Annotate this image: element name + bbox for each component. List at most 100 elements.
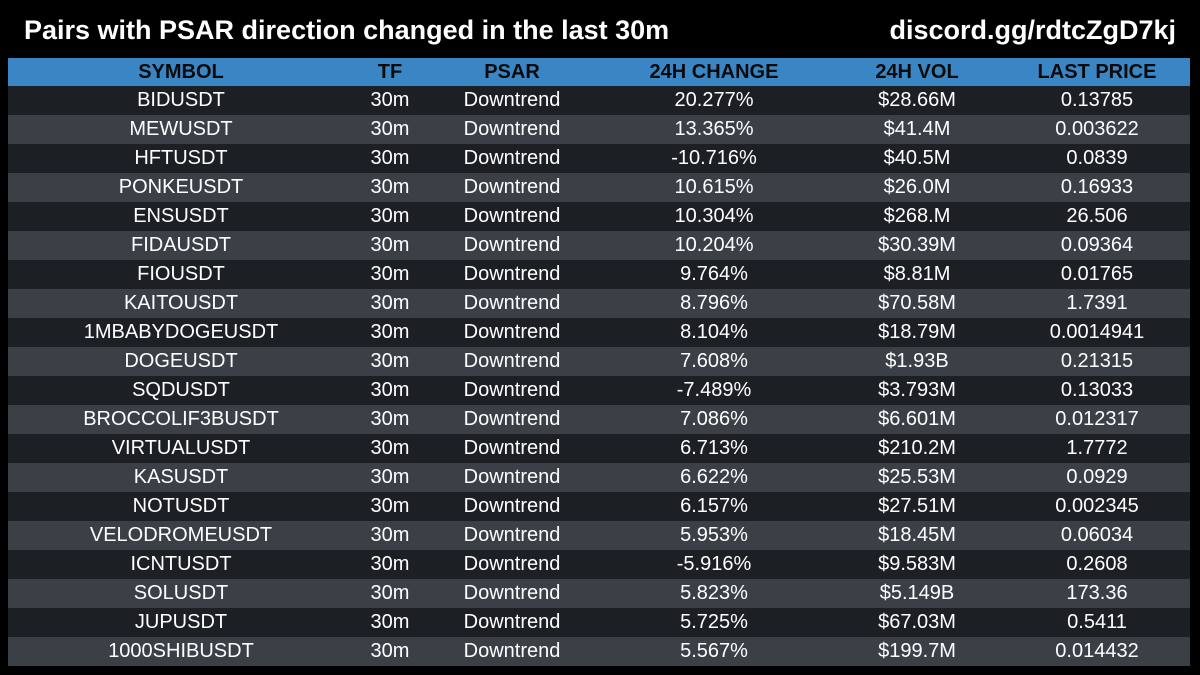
psar-cell: Downtrend (463, 611, 561, 633)
price-cell: 0.0929 (1066, 466, 1128, 488)
volume-cell: $6.601M (878, 408, 956, 430)
volume-cell: $30.39M (878, 234, 956, 256)
change-cell: 20.277% (674, 89, 754, 111)
symbol-cell: MEWUSDT (129, 118, 233, 140)
symbol-cell: HFTUSDT (134, 147, 228, 169)
tf-cell: 30m (370, 437, 410, 459)
column-header-24h-change[interactable]: 24H CHANGE (649, 61, 779, 83)
change-cell: 10.304% (674, 205, 754, 227)
volume-cell: $26.0M (883, 176, 951, 198)
volume-cell: $70.58M (878, 292, 956, 314)
symbol-cell: 1MBABYDOGEUSDT (83, 321, 279, 343)
header-bar: Pairs with PSAR direction changed in the… (0, 0, 1200, 58)
symbol-cell: ENSUSDT (133, 205, 229, 227)
table-row[interactable]: KAITOUSDT 30m Downtrend 8.796% $70.58M 1.7391 (8, 289, 1190, 318)
volume-cell: $41.4M (883, 118, 951, 140)
symbol-cell: FIOUSDT (137, 263, 225, 285)
table-row[interactable]: VIRTUALUSDT 30m Downtrend 6.713% $210.2M 1.77… (8, 434, 1190, 463)
volume-cell: $25.53M (878, 466, 956, 488)
table-row[interactable]: ICNTUSDT 30m Downtrend -5.916% $9.583M 0.2608 (8, 550, 1190, 579)
price-cell: 0.16933 (1060, 176, 1134, 198)
volume-cell: $67.03M (878, 611, 956, 633)
table-row[interactable]: 1MBABYDOGEUSDT 30m Downtrend 8.104% $18.79M 0… (8, 318, 1190, 347)
column-header-psar[interactable]: PSAR (484, 61, 540, 83)
column-header-tf[interactable]: TF (377, 61, 403, 83)
volume-cell: $18.45M (878, 524, 956, 546)
change-cell: 6.713% (680, 437, 748, 459)
volume-cell: $8.81M (883, 263, 951, 285)
symbol-cell: JUPUSDT (134, 611, 228, 633)
table-row[interactable]: PONKEUSDT 30m Downtrend 10.615% $26.0M 0.1693… (8, 173, 1190, 202)
symbol-cell: SOLUSDT (133, 582, 229, 604)
price-cell: 0.5411 (1067, 611, 1127, 633)
price-cell: 0.13033 (1060, 379, 1134, 401)
table-row[interactable]: SQDUSDT 30m Downtrend -7.489% $3.793M 0.13033 (8, 376, 1190, 405)
tf-cell: 30m (370, 321, 410, 343)
column-header-symbol[interactable]: SYMBOL (138, 61, 224, 83)
price-cell: 0.003622 (1055, 118, 1139, 140)
price-cell: 26.506 (1066, 205, 1128, 227)
table-row[interactable]: ENSUSDT 30m Downtrend 10.304% $268.M 26.506 (8, 202, 1190, 231)
tf-cell: 30m (370, 466, 410, 488)
change-cell: 5.725% (680, 611, 748, 633)
change-cell: 9.764% (680, 263, 748, 285)
column-header-last-price[interactable]: LAST PRICE (1037, 61, 1157, 83)
table-row[interactable]: MEWUSDT 30m Downtrend 13.365% $41.4M 0.003622 (8, 115, 1190, 144)
price-cell: 0.09364 (1060, 234, 1134, 256)
price-cell: 0.014432 (1055, 640, 1139, 662)
table-row[interactable]: KASUSDT 30m Downtrend 6.622% $25.53M 0.0929 (8, 463, 1190, 492)
psar-cell: Downtrend (463, 147, 561, 169)
volume-cell: $1.93B (885, 350, 949, 372)
volume-cell: $3.793M (878, 379, 956, 401)
psar-cell: Downtrend (463, 205, 561, 227)
symbol-cell: KAITOUSDT (123, 292, 239, 314)
table-row[interactable]: BIDUSDT 30m Downtrend 20.277% $28.66M 0.13785 (8, 86, 1190, 115)
tf-cell: 30m (370, 582, 410, 604)
price-cell: 0.01765 (1060, 263, 1134, 285)
volume-cell: $268.M (883, 205, 951, 227)
psar-cell: Downtrend (463, 176, 561, 198)
psar-cell: Downtrend (463, 89, 561, 111)
table-row[interactable]: DOGEUSDT 30m Downtrend 7.608% $1.93B 0.21315 (8, 347, 1190, 376)
volume-cell: $18.79M (878, 321, 956, 343)
table-row[interactable]: SOLUSDT 30m Downtrend 5.823% $5.149B 173.36 (8, 579, 1190, 608)
symbol-cell: NOTUSDT (132, 495, 230, 517)
tf-cell: 30m (370, 408, 410, 430)
symbol-cell: ICNTUSDT (130, 553, 232, 575)
psar-cell: Downtrend (463, 437, 561, 459)
symbol-cell: BIDUSDT (137, 89, 225, 111)
tf-cell: 30m (370, 553, 410, 575)
table-row[interactable]: FIOUSDT 30m Downtrend 9.764% $8.81M 0.01765 (8, 260, 1190, 289)
pairs-table-container: SYMBOL TF PSAR 24H CHANGE 24H VOL LAST P… (8, 58, 1190, 666)
price-cell: 0.13785 (1060, 89, 1134, 111)
change-cell: 5.823% (680, 582, 748, 604)
tf-cell: 30m (370, 611, 410, 633)
psar-cell: Downtrend (463, 379, 561, 401)
volume-cell: $210.2M (878, 437, 956, 459)
discord-link[interactable]: discord.gg/rdtcZgD7kj (889, 15, 1176, 45)
psar-cell: Downtrend (463, 263, 561, 285)
price-cell: 0.06034 (1060, 524, 1134, 546)
change-cell: 10.615% (674, 176, 754, 198)
psar-cell: Downtrend (463, 466, 561, 488)
table-row[interactable]: FIDAUSDT 30m Downtrend 10.204% $30.39M 0.0936… (8, 231, 1190, 260)
tf-cell: 30m (370, 640, 410, 662)
table-row[interactable]: 1000SHIBUSDT 30m Downtrend 5.567% $199.7M 0.0… (8, 637, 1190, 666)
psar-cell: Downtrend (463, 350, 561, 372)
price-cell: 0.2608 (1066, 553, 1128, 575)
tf-cell: 30m (370, 495, 410, 517)
price-cell: 0.0014941 (1049, 321, 1145, 343)
psar-cell: Downtrend (463, 495, 561, 517)
symbol-cell: FIDAUSDT (131, 234, 231, 256)
tf-cell: 30m (370, 263, 410, 285)
psar-cell: Downtrend (463, 582, 561, 604)
table-row[interactable]: NOTUSDT 30m Downtrend 6.157% $27.51M 0.002345 (8, 492, 1190, 521)
table-row[interactable]: BROCCOLIF3BUSDT 30m Downtrend 7.086% $6.601M… (8, 405, 1190, 434)
column-header-24h-vol[interactable]: 24H VOL (875, 61, 959, 83)
tf-cell: 30m (370, 205, 410, 227)
price-cell: 1.7391 (1066, 292, 1128, 314)
table-row[interactable]: JUPUSDT 30m Downtrend 5.725% $67.03M 0.5411 (8, 608, 1190, 637)
table-row[interactable]: VELODROMEUSDT 30m Downtrend 5.953% $18.45M 0.… (8, 521, 1190, 550)
table-row[interactable]: HFTUSDT 30m Downtrend -10.716% $40.5M 0.0839 (8, 144, 1190, 173)
change-cell: 7.086% (680, 408, 748, 430)
